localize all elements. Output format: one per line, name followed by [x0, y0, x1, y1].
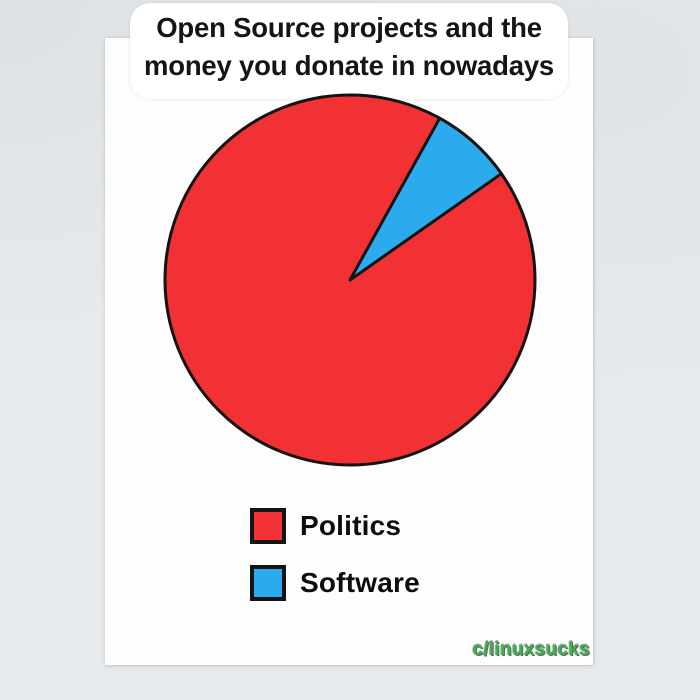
- chart-title-line2: money you donate in nowadays: [143, 50, 555, 81]
- pie-chart: [160, 88, 540, 468]
- legend-swatch-software: [250, 565, 286, 601]
- chart-title-line1: Open Source projects and the: [156, 12, 542, 43]
- legend-swatch-politics: [250, 508, 286, 544]
- legend: Politics Software: [250, 508, 420, 601]
- legend-label-software: Software: [300, 567, 420, 598]
- legend-label-politics: Politics: [300, 510, 402, 541]
- chart-title: Open Source projects and the money you d…: [130, 9, 568, 85]
- pie-slice-software: [348, 116, 503, 282]
- pie-svg: [163, 93, 537, 467]
- legend-item-software: Software: [250, 565, 420, 601]
- legend-item-politics: Politics: [250, 508, 420, 544]
- title-bubble: [130, 3, 568, 99]
- watermark-text: c/linuxsucks: [472, 639, 590, 660]
